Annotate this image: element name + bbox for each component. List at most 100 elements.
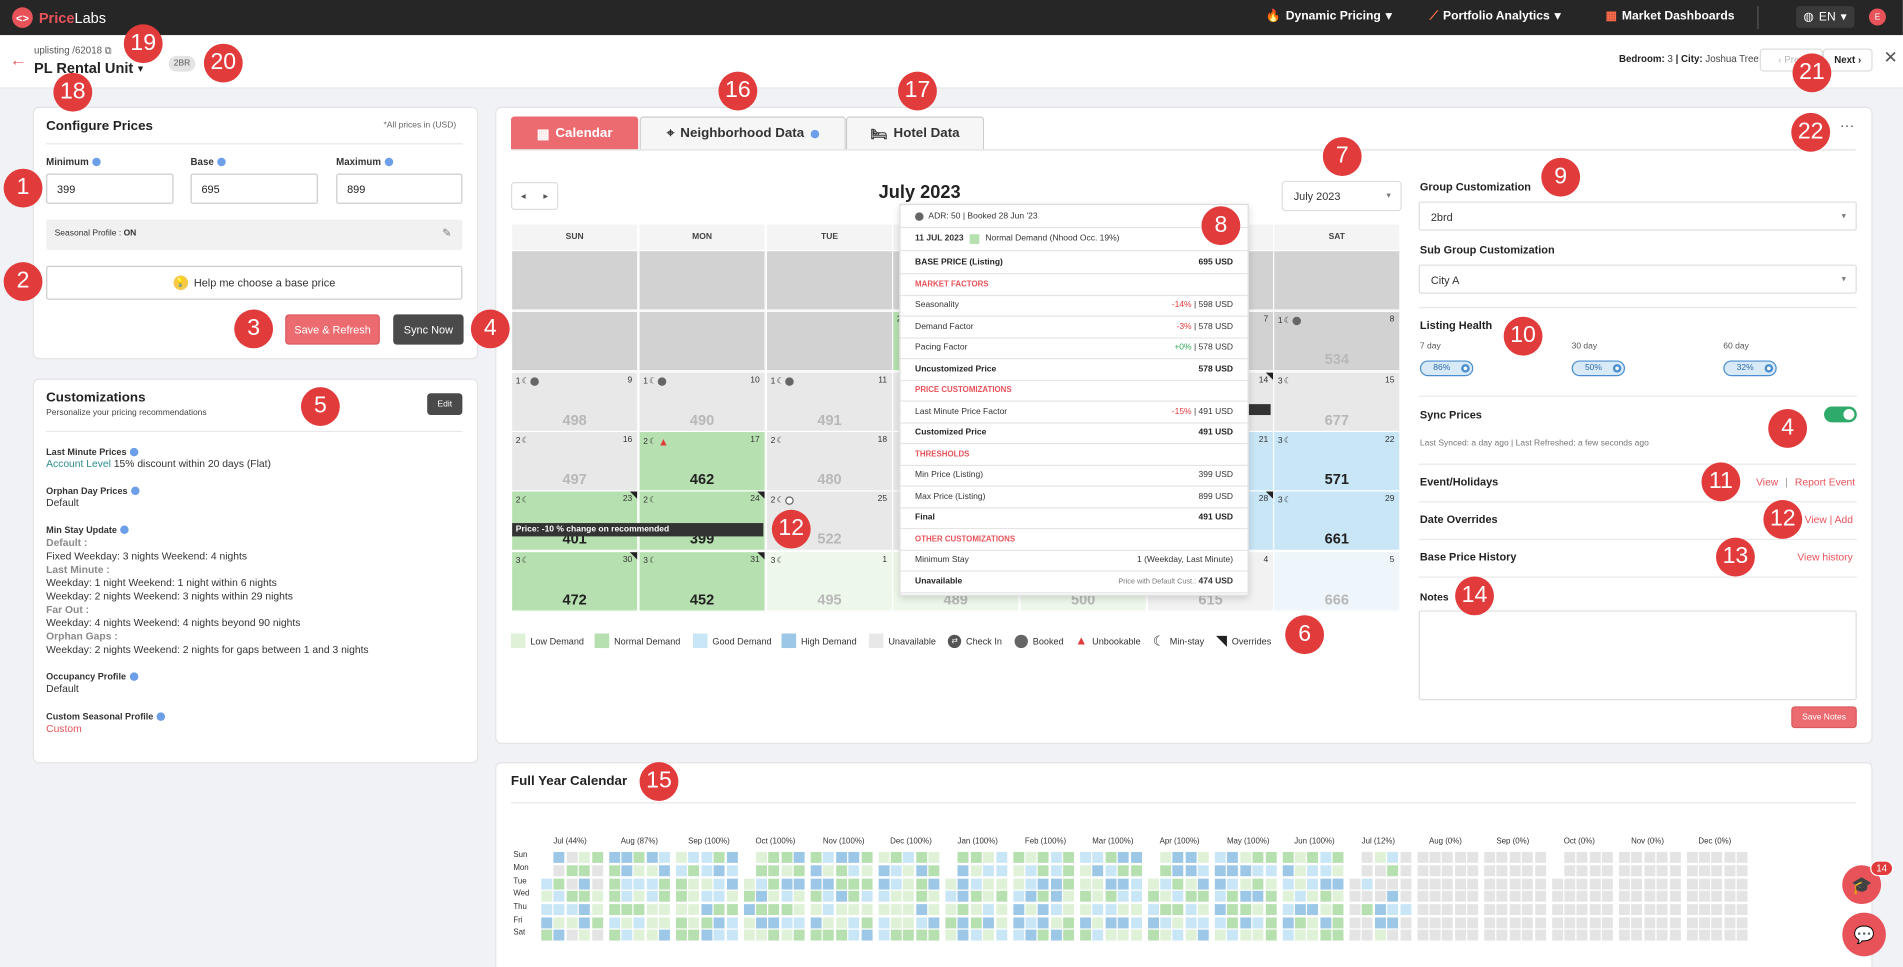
heatmap-day[interactable]: [1147, 878, 1159, 890]
heatmap-day[interactable]: [541, 904, 553, 916]
heatmap-day[interactable]: [675, 851, 687, 863]
heatmap-day[interactable]: [1669, 865, 1681, 877]
heatmap-day[interactable]: [1117, 851, 1129, 863]
save-notes-button[interactable]: Save Notes: [1791, 706, 1857, 729]
heatmap-day[interactable]: [1349, 929, 1361, 941]
heatmap-day[interactable]: [1252, 904, 1264, 916]
heatmap-day[interactable]: [1025, 917, 1037, 929]
heatmap-day[interactable]: [1534, 851, 1546, 863]
heatmap-day[interactable]: [890, 890, 902, 902]
heatmap-day[interactable]: [1197, 917, 1209, 929]
heatmap-day[interactable]: [726, 851, 738, 863]
heatmap-day[interactable]: [1736, 890, 1748, 902]
heatmap-day[interactable]: [659, 878, 671, 890]
heatmap-day[interactable]: [591, 904, 603, 916]
heatmap-day[interactable]: [553, 865, 565, 877]
tab-neighborhood-data[interactable]: ⌖ Neighborhood Data: [639, 116, 846, 150]
heatmap-day[interactable]: [1602, 865, 1613, 877]
heatmap-day[interactable]: [1172, 904, 1184, 916]
heatmap-day[interactable]: [713, 917, 725, 929]
heatmap-day[interactable]: [768, 865, 780, 877]
heatmap-day[interactable]: [768, 851, 780, 863]
heatmap-day[interactable]: [621, 904, 633, 916]
heatmap-day[interactable]: [1265, 851, 1277, 863]
heatmap-day[interactable]: [958, 917, 969, 929]
heatmap-day[interactable]: [903, 890, 915, 902]
heatmap-day[interactable]: [1307, 929, 1319, 941]
heatmap-day[interactable]: [945, 878, 957, 890]
heatmap-day[interactable]: [553, 904, 565, 916]
heatmap-day[interactable]: [1416, 917, 1428, 929]
info-icon[interactable]: [217, 157, 226, 167]
heatmap-day[interactable]: [768, 929, 780, 941]
heatmap-day[interactable]: [793, 904, 805, 916]
heatmap-day[interactable]: [1686, 904, 1698, 916]
heatmap-day[interactable]: [1509, 929, 1521, 941]
heatmap-day[interactable]: [1362, 890, 1374, 902]
heatmap-day[interactable]: [1012, 890, 1024, 902]
heatmap-day[interactable]: [995, 851, 1007, 863]
heatmap-day[interactable]: [1080, 904, 1092, 916]
heatmap-day[interactable]: [1656, 865, 1668, 877]
calendar-day-cell[interactable]: 1 ☾ 8 534: [1274, 311, 1401, 372]
heatmap-day[interactable]: [1117, 917, 1129, 929]
heatmap-day[interactable]: [675, 890, 687, 902]
heatmap-day[interactable]: [1631, 878, 1643, 890]
heatmap-day[interactable]: [1214, 865, 1226, 877]
heatmap-day[interactable]: [1400, 878, 1411, 890]
heatmap-day[interactable]: [1185, 878, 1197, 890]
heatmap-day[interactable]: [1105, 865, 1117, 877]
heatmap-day[interactable]: [726, 929, 738, 941]
heatmap-day[interactable]: [1522, 917, 1534, 929]
sync-now-button[interactable]: Sync Now: [393, 314, 464, 345]
heatmap-day[interactable]: [1534, 890, 1546, 902]
heatmap-day[interactable]: [1349, 904, 1361, 916]
heatmap-day[interactable]: [1454, 904, 1466, 916]
heatmap-day[interactable]: [915, 890, 927, 902]
heatmap-day[interactable]: [890, 904, 902, 916]
heatmap-day[interactable]: [579, 878, 591, 890]
heatmap-day[interactable]: [1564, 917, 1576, 929]
heatmap-day[interactable]: [958, 851, 969, 863]
events-view-link[interactable]: View: [1756, 475, 1779, 488]
external-link-icon[interactable]: ⧉: [104, 44, 112, 56]
heatmap-day[interactable]: [1240, 917, 1251, 929]
heatmap-day[interactable]: [890, 865, 902, 877]
heatmap-day[interactable]: [608, 865, 620, 877]
heatmap-day[interactable]: [970, 917, 982, 929]
heatmap-day[interactable]: [1294, 917, 1306, 929]
calendar-day-cell[interactable]: 2 ☾ 24 399: [639, 491, 766, 551]
heatmap-day[interactable]: [1227, 851, 1239, 863]
heatmap-day[interactable]: [1037, 904, 1049, 916]
heatmap-day[interactable]: [1686, 890, 1698, 902]
heatmap-day[interactable]: [1551, 929, 1563, 941]
heatmap-day[interactable]: [1147, 904, 1159, 916]
heatmap-day[interactable]: [903, 878, 915, 890]
heatmap-day[interactable]: [541, 878, 553, 890]
heatmap-day[interactable]: [1416, 851, 1428, 863]
heatmap-day[interactable]: [646, 851, 658, 863]
heatmap-day[interactable]: [633, 929, 645, 941]
heatmap-day[interactable]: [566, 851, 578, 863]
heatmap-day[interactable]: [1105, 851, 1117, 863]
heatmap-day[interactable]: [659, 917, 671, 929]
heatmap-day[interactable]: [928, 917, 940, 929]
heatmap-day[interactable]: [1618, 878, 1630, 890]
calendar-day-cell[interactable]: [639, 251, 766, 311]
heatmap-day[interactable]: [701, 904, 713, 916]
heatmap-day[interactable]: [1050, 929, 1062, 941]
heatmap-day[interactable]: [1711, 904, 1723, 916]
heatmap-day[interactable]: [646, 917, 658, 929]
heatmap-day[interactable]: [659, 865, 671, 877]
heatmap-day[interactable]: [1214, 929, 1226, 941]
heatmap-day[interactable]: [1307, 890, 1319, 902]
heatmap-day[interactable]: [983, 878, 995, 890]
heatmap-day[interactable]: [1454, 851, 1466, 863]
heatmap-day[interactable]: [608, 851, 620, 863]
help-choose-base-price-button[interactable]: 💡 Help me choose a base price: [46, 265, 463, 300]
heatmap-day[interactable]: [1400, 929, 1411, 941]
heatmap-day[interactable]: [1172, 917, 1184, 929]
heatmap-day[interactable]: [675, 929, 687, 941]
heatmap-day[interactable]: [1509, 878, 1521, 890]
heatmap-day[interactable]: [1282, 851, 1294, 863]
